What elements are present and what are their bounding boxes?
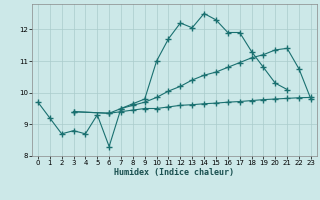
X-axis label: Humidex (Indice chaleur): Humidex (Indice chaleur) [115, 168, 234, 177]
